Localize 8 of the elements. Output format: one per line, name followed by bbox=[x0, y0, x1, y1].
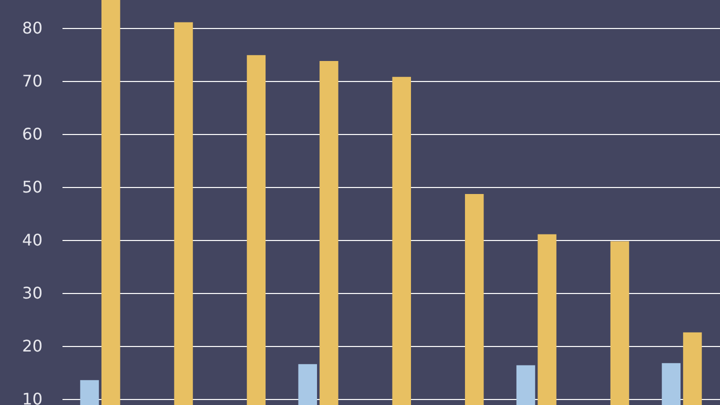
y-tick-label: 60 bbox=[22, 124, 42, 144]
y-tick-label: 30 bbox=[22, 284, 42, 303]
y-tick-label: 40 bbox=[22, 230, 42, 250]
y-tick-label: 70 bbox=[22, 72, 42, 91]
y-tick-label: 20 bbox=[22, 336, 42, 356]
y-tick-label: 50 bbox=[22, 178, 42, 197]
y-tick-label: 10 bbox=[22, 390, 42, 405]
y-tick-label: 80 bbox=[22, 18, 42, 38]
